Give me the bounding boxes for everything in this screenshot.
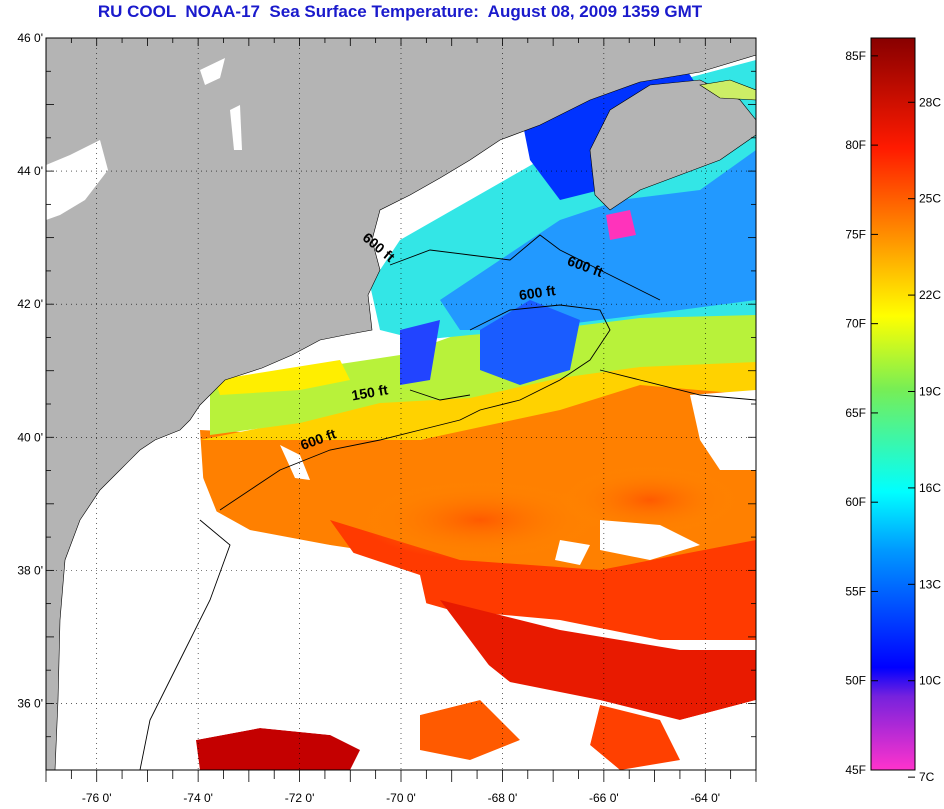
isobath-lines <box>139 234 756 770</box>
lon-tick-label: -70 0' <box>386 791 416 805</box>
lon-tick-label: -72 0' <box>285 791 315 805</box>
colorbar-c-label: 13C <box>919 577 941 591</box>
isobath-label: 600 ft <box>518 282 557 303</box>
lat-tick-label: 38 0' <box>17 563 43 577</box>
colorbar-c-label: 22C <box>919 288 941 302</box>
colorbar-f-label: 45F <box>845 763 866 777</box>
map-title: RU COOL NOAA-17 Sea Surface Temperature:… <box>97 2 703 21</box>
axis-ticks <box>45 37 757 782</box>
colorbar-c-label: 16C <box>919 481 941 495</box>
lat-tick-label: 46 0' <box>17 31 43 45</box>
longitude-labels: -76 0' -74 0' -72 0' -70 0' -68 0' -66 0' -64 … <box>82 791 720 805</box>
colorbar-f-label: 85F <box>845 49 866 63</box>
lon-tick-label: -74 0' <box>183 791 213 805</box>
colorbar-c-label: 7C <box>919 770 935 784</box>
colorbar-f-label: 65F <box>845 406 866 420</box>
colorbar-fahrenheit-labels: 85F 80F 75F 70F 65F 60F 55F 50F 45F <box>845 49 878 777</box>
colorbar-f-label: 80F <box>845 138 866 152</box>
lon-tick-label: -68 0' <box>488 791 518 805</box>
colorbar-c-label: 10C <box>919 674 941 688</box>
colorbar-c-label: 19C <box>919 385 941 399</box>
lon-tick-label: -66 0' <box>589 791 619 805</box>
lon-tick-label: -64 0' <box>690 791 720 805</box>
lat-tick-label: 36 0' <box>17 696 43 710</box>
colorbar-f-label: 60F <box>845 495 866 509</box>
lat-tick-label: 42 0' <box>17 297 43 311</box>
lon-tick-label: -76 0' <box>82 791 112 805</box>
graticule <box>46 38 756 770</box>
latitude-labels: 46 0' 44 0' 42 0' 40 0' 38 0' 36 0' <box>17 31 43 710</box>
cloud-mask <box>190 390 756 770</box>
colorbar-f-label: 75F <box>845 227 866 241</box>
lat-tick-label: 44 0' <box>17 164 43 178</box>
colorbar-celsius-labels: 28C 25C 22C 19C 16C 13C 10C 7C <box>908 95 941 784</box>
colorbar <box>870 37 916 771</box>
land-mass <box>46 38 756 770</box>
colorbar-f-label: 70F <box>845 317 866 331</box>
colorbar-c-label: 25C <box>919 192 941 206</box>
colorbar-f-label: 50F <box>845 674 866 688</box>
inland-water <box>46 58 242 770</box>
colorbar-c-label: 28C <box>919 95 941 109</box>
isobath-label: 150 ft <box>350 381 389 403</box>
colorbar-f-label: 55F <box>845 584 866 598</box>
lat-tick-label: 40 0' <box>17 430 43 444</box>
